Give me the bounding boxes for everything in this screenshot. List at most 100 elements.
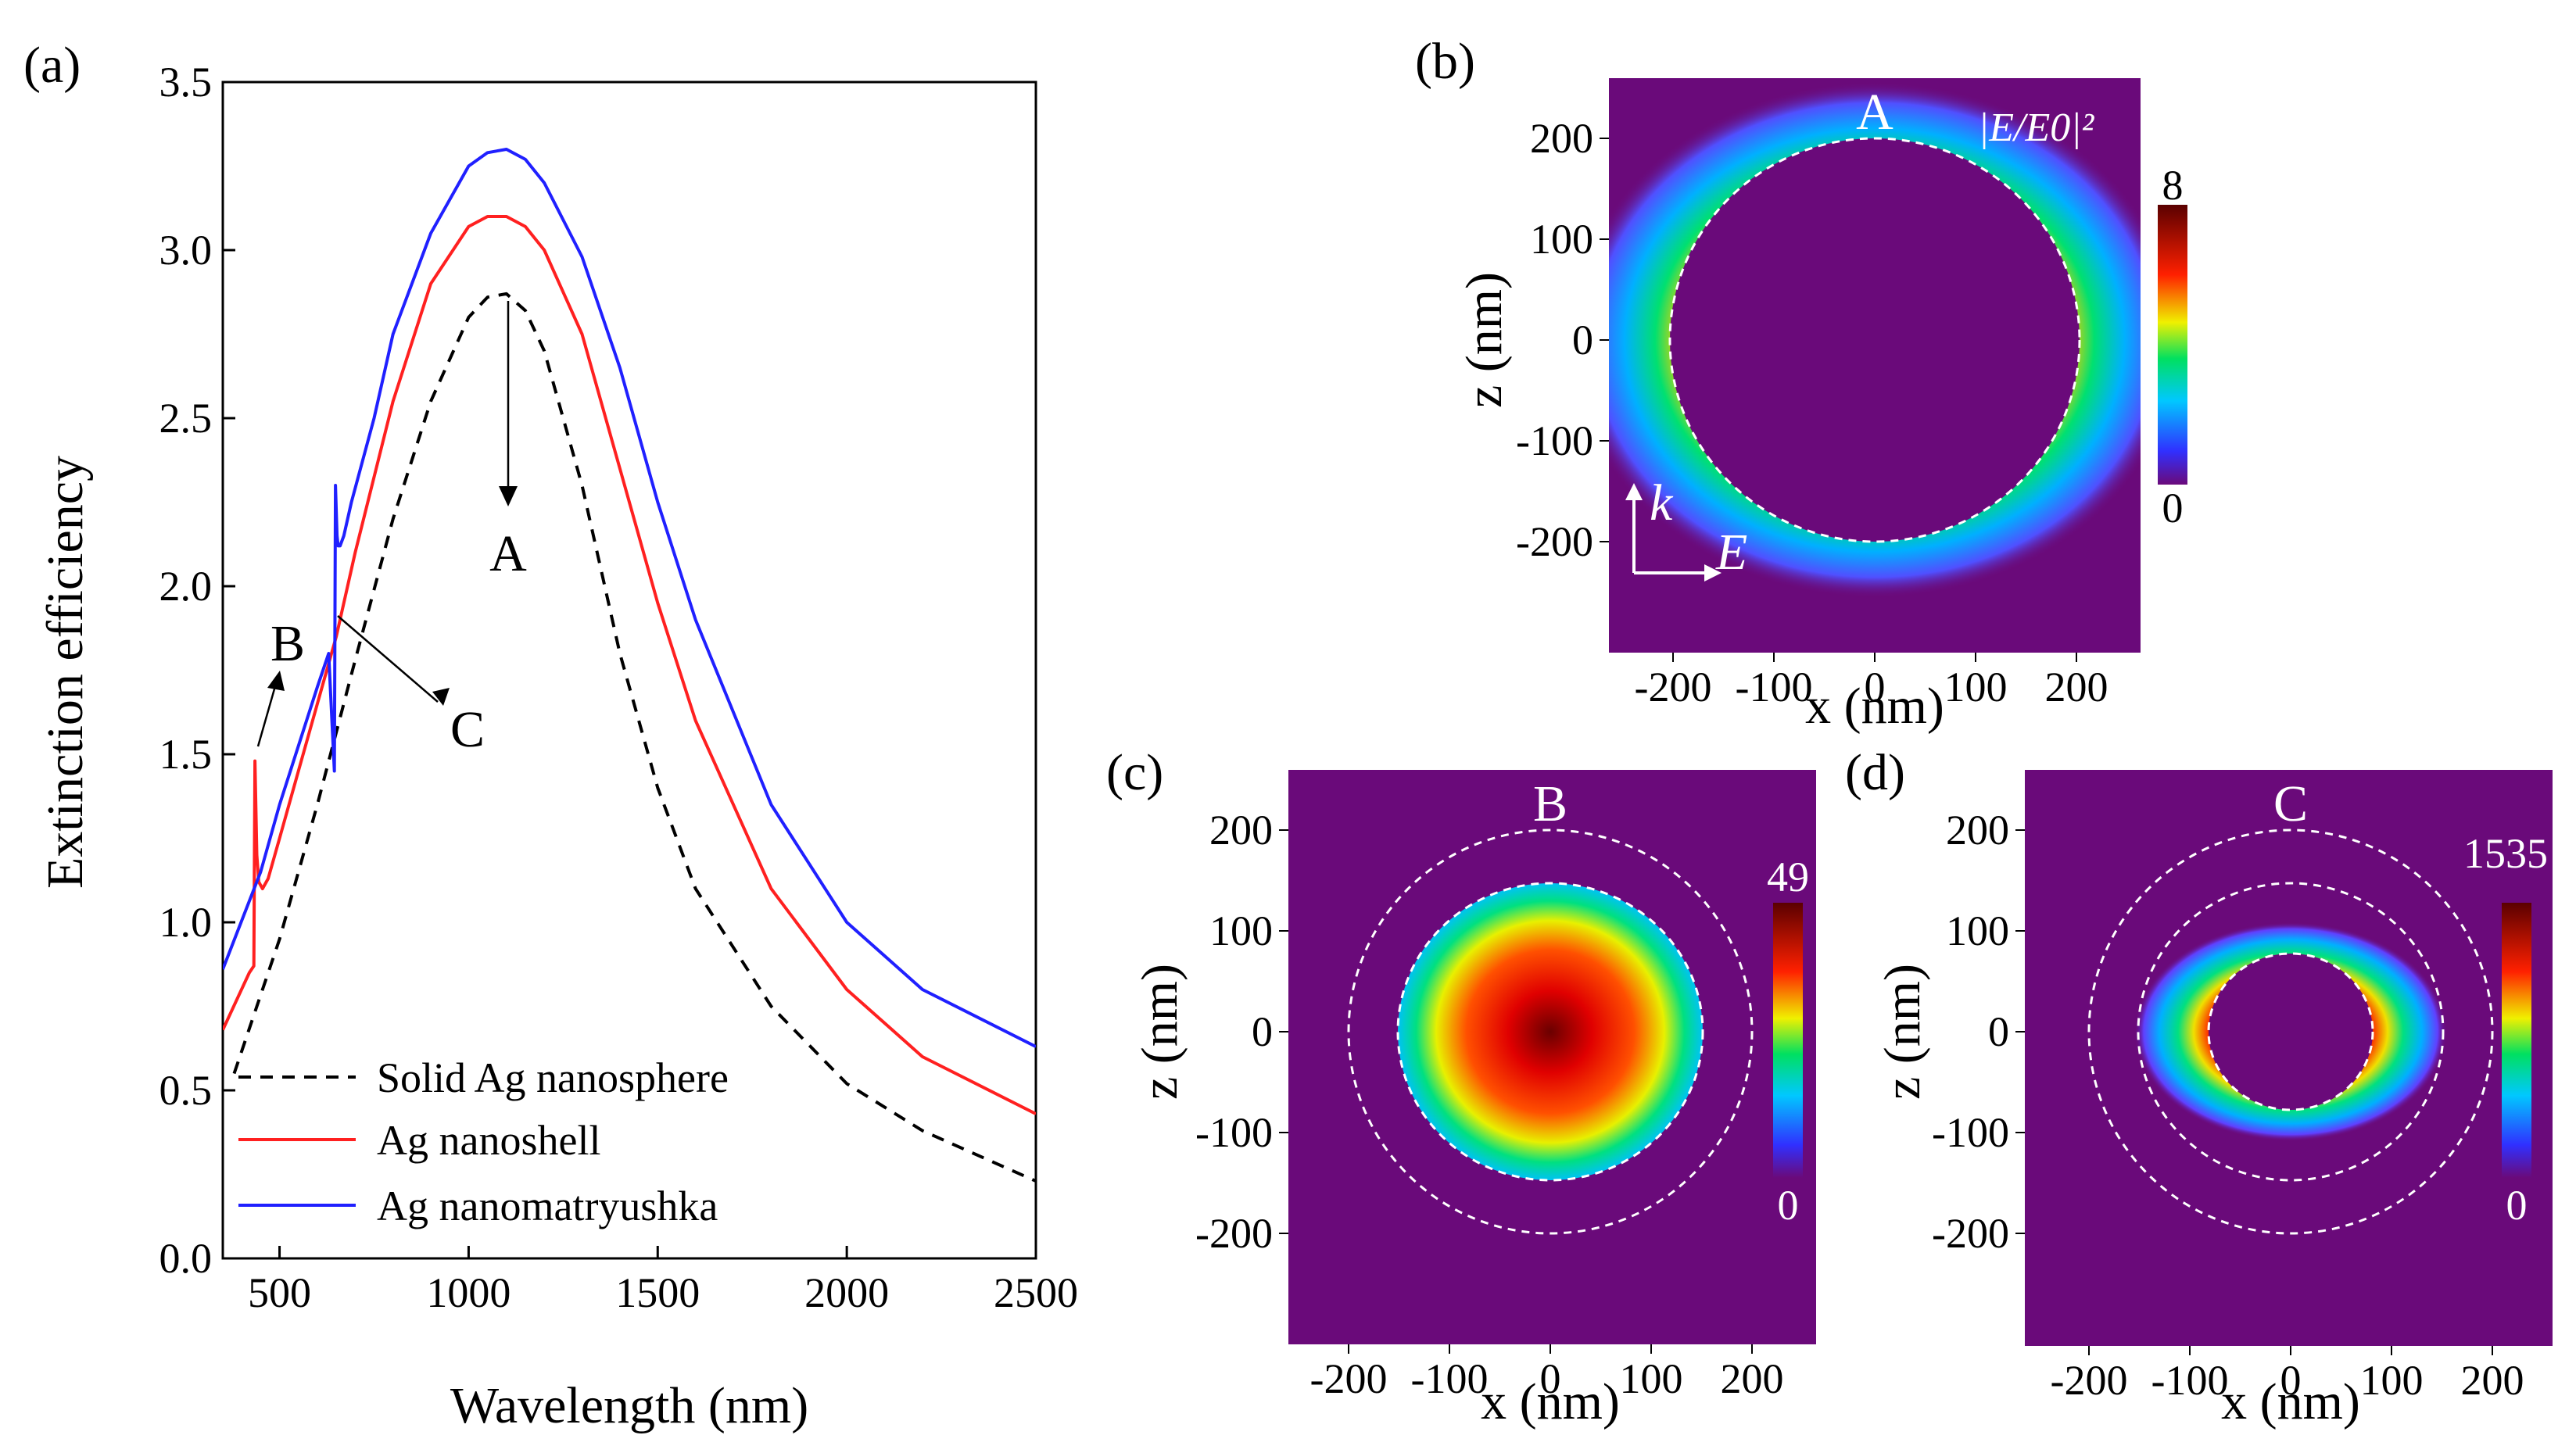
field-map-a: A |E/E0|² k E xyxy=(1609,78,2141,653)
colorbar-c-min: 0 xyxy=(2506,1182,2528,1229)
map-c-ticks: -200 -100 0 100 200 200 100 0 -100 -200 xyxy=(1932,807,2524,1404)
x-tick-label: 1500 xyxy=(615,1269,700,1316)
map-y-tick-label: 100 xyxy=(1209,907,1273,954)
map-y-tick-label: 100 xyxy=(1530,216,1593,263)
map-a-label: A xyxy=(1856,84,1893,141)
colorbar-a-max: 8 xyxy=(2162,162,2184,209)
y-axis-label-map-c: z (nm) xyxy=(1874,964,1931,1100)
map-b-core-field xyxy=(1398,883,1703,1180)
map-y-tick-label: 0 xyxy=(1572,317,1593,363)
map-x-tick-label: 200 xyxy=(2045,664,2108,710)
map-y-tick-label: 0 xyxy=(1252,1008,1273,1055)
x-tick-label: 500 xyxy=(248,1269,311,1316)
panel-label-c: (c) xyxy=(1106,744,1163,801)
e-vector-head xyxy=(1704,564,1722,582)
map-b-ticks: -200 -100 0 100 200 200 100 0 -100 -200 xyxy=(1195,807,1783,1402)
map-x-tick-label: -100 xyxy=(2151,1357,2229,1404)
arrow-c xyxy=(337,615,439,703)
legend-label-sphere: Solid Ag nanosphere xyxy=(377,1054,729,1101)
map-x-tick-label: 100 xyxy=(2360,1357,2424,1404)
y-tick-label: 3.0 xyxy=(159,227,213,274)
map-x-tick-label: 100 xyxy=(1620,1355,1683,1402)
plot-a-frame xyxy=(221,81,1037,1260)
map-x-tick-label: 200 xyxy=(1721,1355,1784,1402)
panel-label-d: (d) xyxy=(1845,744,1905,801)
annotation-a: A xyxy=(489,525,527,582)
map-y-tick-label: -200 xyxy=(1195,1210,1273,1257)
k-vector-label: k xyxy=(1650,474,1674,531)
map-x-tick-label: -200 xyxy=(2051,1357,2128,1404)
map-x-tick-label: -200 xyxy=(1310,1355,1388,1402)
panel-label-b: (b) xyxy=(1415,33,1475,90)
panel-label-a: (a) xyxy=(23,37,81,94)
map-a-ticks: -200 -100 0 100 200 200 100 0 -100 -200 xyxy=(1516,115,2108,710)
map-a-quantity-label: |E/E0|² xyxy=(1978,106,2095,150)
map-y-tick-label: 200 xyxy=(1946,807,2009,854)
map-x-tick-label: 0 xyxy=(1540,1355,1561,1402)
map-y-tick-label: -100 xyxy=(1516,417,1593,464)
series-line-1 xyxy=(232,292,1036,1183)
field-map-c: C xyxy=(2025,770,2553,1346)
map-y-tick-label: 0 xyxy=(1988,1008,2009,1055)
map-x-tick-label: 200 xyxy=(2461,1357,2524,1404)
x-tick-label: 1000 xyxy=(426,1269,511,1316)
series-line-2 xyxy=(223,215,1036,1115)
map-c-outer-outline xyxy=(2087,828,2494,1235)
legend-label-matryushka: Ag nanomatryushka xyxy=(377,1183,718,1229)
y-tick-label: 1.0 xyxy=(159,899,213,946)
map-a-outline xyxy=(1668,137,2081,543)
y-tick-label: 0.5 xyxy=(159,1067,213,1114)
map-y-tick-label: -100 xyxy=(1195,1109,1273,1156)
map-y-tick-label: -100 xyxy=(1932,1109,2009,1156)
annotation-c: C xyxy=(450,701,485,758)
arrow-b xyxy=(256,685,277,747)
arrow-b-head xyxy=(267,671,285,691)
map-a-particle-core xyxy=(1670,138,2080,542)
y-tick-label: 1.5 xyxy=(159,731,213,778)
colorbar-b xyxy=(1773,903,1803,1178)
map-y-tick-label: 100 xyxy=(1946,907,2009,954)
map-x-tick-label: 0 xyxy=(2280,1357,2302,1404)
map-x-tick-label: 100 xyxy=(1944,664,2008,710)
y-axis-label-a: Extinction efficiency xyxy=(37,456,94,889)
map-c-middle-outline xyxy=(2137,882,2445,1182)
arrow-a-head xyxy=(499,486,518,506)
map-c-core-outline xyxy=(2207,952,2374,1111)
map-y-tick-label: 200 xyxy=(1209,807,1273,854)
x-tick-label: 2500 xyxy=(994,1269,1078,1316)
y-tick-label: 0.0 xyxy=(159,1235,213,1282)
map-b-inner-outline xyxy=(1396,882,1704,1182)
x-tick-label: 2000 xyxy=(804,1269,889,1316)
legend-label-shell: Ag nanoshell xyxy=(377,1117,600,1164)
arrow-c-head xyxy=(432,688,450,706)
map-x-tick-label: -100 xyxy=(1736,664,1813,710)
x-axis-label-map-c: x (nm) xyxy=(2221,1373,2360,1430)
k-vector-head xyxy=(1625,483,1643,500)
y-tick-label: 2.5 xyxy=(159,395,213,442)
colorbar-b-max: 49 xyxy=(1767,854,1809,900)
plot-a-ticks: 500 1000 1500 2000 2500 0.0 0.5 1.0 1.5 2.0 2.5 3.0… xyxy=(159,59,1079,1316)
map-c-label: C xyxy=(2273,775,2308,832)
x-axis-label-a: Wavelength (nm) xyxy=(450,1377,808,1434)
y-axis-label-map-b: z (nm) xyxy=(1131,964,1188,1100)
map-y-tick-label: 200 xyxy=(1530,115,1593,162)
colorbar-b-min: 0 xyxy=(1778,1182,1799,1229)
colorbar-a xyxy=(2158,205,2187,485)
annotation-b: B xyxy=(270,615,305,672)
map-x-tick-label: 0 xyxy=(1865,664,1886,710)
y-axis-label-map-a: z (nm) xyxy=(1456,272,1513,408)
plot-a-series xyxy=(223,148,1036,1183)
map-x-tick-label: -200 xyxy=(1635,664,1712,710)
colorbar-c-max: 1535 xyxy=(2463,830,2548,877)
x-axis-label-map-b: x (nm) xyxy=(1481,1373,1620,1430)
series-line-3 xyxy=(223,148,1036,1048)
e-vector-label: E xyxy=(1715,524,1747,581)
map-b-label: B xyxy=(1533,775,1567,832)
map-y-tick-label: -200 xyxy=(1932,1210,2009,1257)
field-map-b: B xyxy=(1288,770,1816,1344)
legend: Solid Ag nanosphere Ag nanoshell Ag nano… xyxy=(238,1054,729,1229)
map-y-tick-label: -200 xyxy=(1516,518,1593,565)
map-c-particle-core xyxy=(2209,954,2373,1110)
extinction-plot: 500 1000 1500 2000 2500 0.0 0.5 1.0 1.5 2.0 2.5 3.0… xyxy=(159,59,1079,1316)
